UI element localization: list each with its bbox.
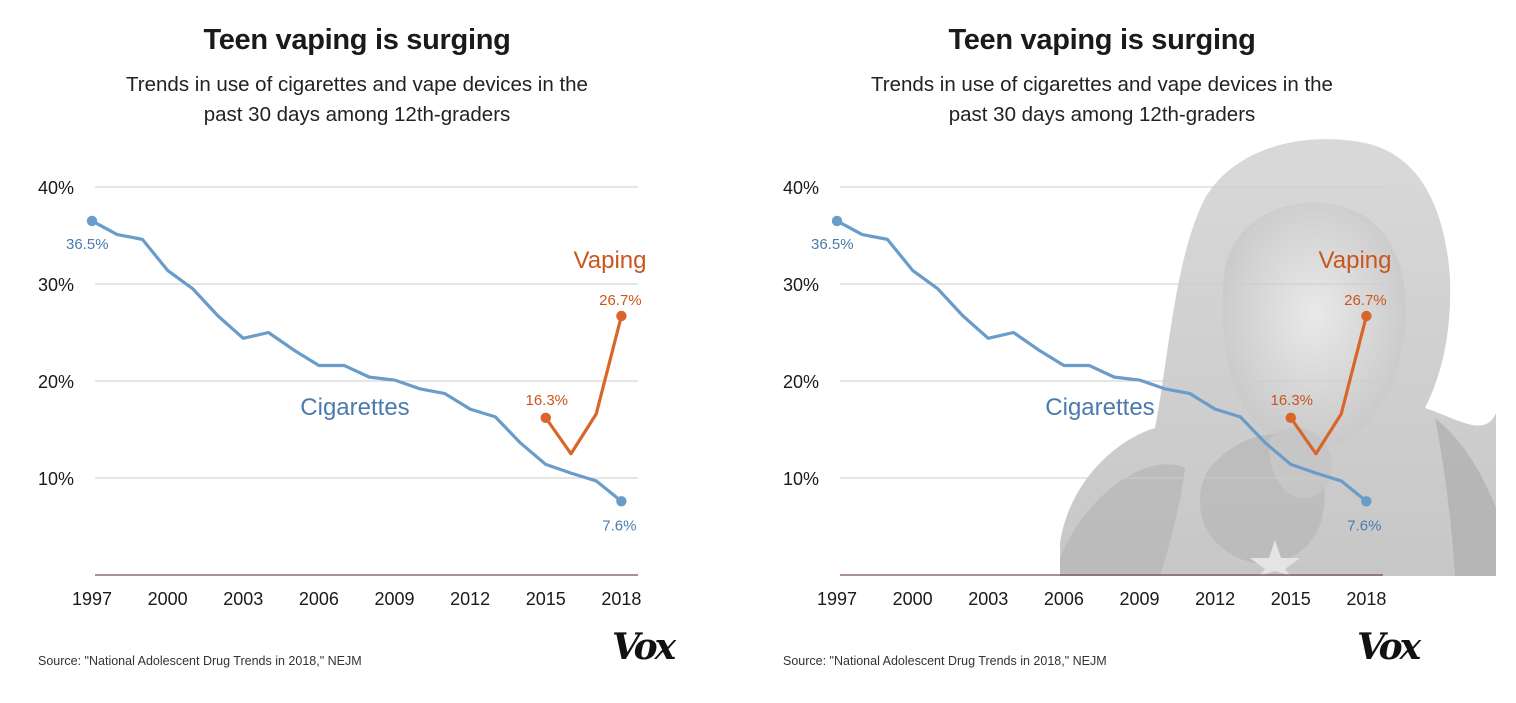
y-tick-label: 40% (38, 178, 74, 198)
x-tick-label: 2006 (299, 589, 339, 609)
vox-logo: Vox (1357, 626, 1421, 668)
cigarettes-start-label: 36.5% (811, 236, 854, 253)
subtitle-line-1: Trends in use of cigarettes and vape dev… (871, 73, 1333, 96)
cigarettes-line (835, 219, 1368, 503)
x-tick-label: 2012 (1195, 589, 1235, 609)
x-tick-label: 2000 (893, 589, 933, 609)
cigarettes-end-point (616, 496, 627, 507)
x-tick-label: 2015 (1271, 589, 1311, 609)
x-tick-label: 2018 (1346, 589, 1386, 609)
source-note: Source: "National Adolescent Drug Trends… (783, 654, 1107, 668)
x-tick-label: 2015 (526, 589, 566, 609)
cigarettes-series-label: Cigarettes (1045, 394, 1154, 421)
line-chart: 10% 20% 30% 40% 1997 2000 2003 2006 2009 2012 2015… (783, 178, 1392, 609)
source-note: Source: "National Adolescent Drug Trends… (38, 654, 362, 668)
y-tick-label: 10% (783, 469, 819, 489)
x-tick-label: 2009 (1119, 589, 1159, 609)
x-tick-label: 1997 (817, 589, 857, 609)
y-tick-label: 10% (38, 469, 74, 489)
vox-logo: Vox (612, 626, 676, 668)
vaping-start-point (1285, 412, 1296, 424)
vaping-line (544, 314, 623, 456)
cigarettes-start-point (831, 215, 843, 227)
subtitle-line-2: past 30 days among 12th-graders (948, 103, 1256, 126)
cigarettes-line (90, 219, 623, 503)
vaping-series-label: Vaping (574, 247, 647, 274)
vaping-start-point (540, 412, 551, 424)
cigarettes-start-point (86, 215, 98, 227)
y-tick-label: 40% (783, 178, 819, 198)
cigarettes-end-point (1361, 496, 1372, 507)
vaping-series-label: Vaping (1319, 247, 1392, 274)
x-tick-label: 2018 (601, 589, 641, 609)
chart-title: Teen vaping is surging (948, 24, 1256, 56)
x-tick-label: 2003 (968, 589, 1008, 609)
cigarettes-start-label: 36.5% (66, 236, 109, 253)
vaping-start-label: 16.3% (525, 392, 568, 409)
x-tick-label: 2009 (374, 589, 414, 609)
x-tick-label: 2006 (1044, 589, 1084, 609)
y-tick-label: 30% (783, 275, 819, 295)
y-tick-label: 20% (38, 372, 74, 392)
cigarettes-series-label: Cigarettes (300, 394, 409, 421)
y-tick-label: 30% (38, 275, 74, 295)
y-tick-label: 20% (783, 372, 819, 392)
subtitle-line-1: Trends in use of cigarettes and vape dev… (126, 73, 588, 96)
chart-panel-original: Teen vaping is surging Trends in use of … (0, 0, 745, 703)
vaping-end-label: 26.7% (1344, 292, 1387, 309)
line-chart: 10% 20% 30% 40% 1997 2000 2003 2006 2009 2012 2015… (38, 178, 647, 609)
vaping-line (1289, 314, 1368, 456)
cigarettes-end-label: 7.6% (602, 517, 636, 534)
x-tick-label: 2003 (223, 589, 263, 609)
vaping-end-point (1361, 310, 1372, 322)
x-tick-label: 2012 (450, 589, 490, 609)
cigarettes-end-label: 7.6% (1347, 517, 1381, 534)
hooded-teen-photo (1060, 139, 1496, 576)
chart-subtitle: Trends in use of cigarettes and vape dev… (745, 70, 1459, 130)
vaping-end-label: 26.7% (599, 292, 642, 309)
x-tick-label: 2000 (148, 589, 188, 609)
chart-subtitle: Trends in use of cigarettes and vape dev… (0, 70, 714, 130)
vaping-end-point (616, 310, 627, 322)
x-tick-label: 1997 (72, 589, 112, 609)
chart-title: Teen vaping is surging (203, 24, 511, 56)
subtitle-line-2: past 30 days among 12th-graders (203, 103, 511, 126)
vaping-start-label: 16.3% (1270, 392, 1313, 409)
chart-panel-with-photo: Teen vaping is surging Trends in use of … (745, 0, 1496, 703)
